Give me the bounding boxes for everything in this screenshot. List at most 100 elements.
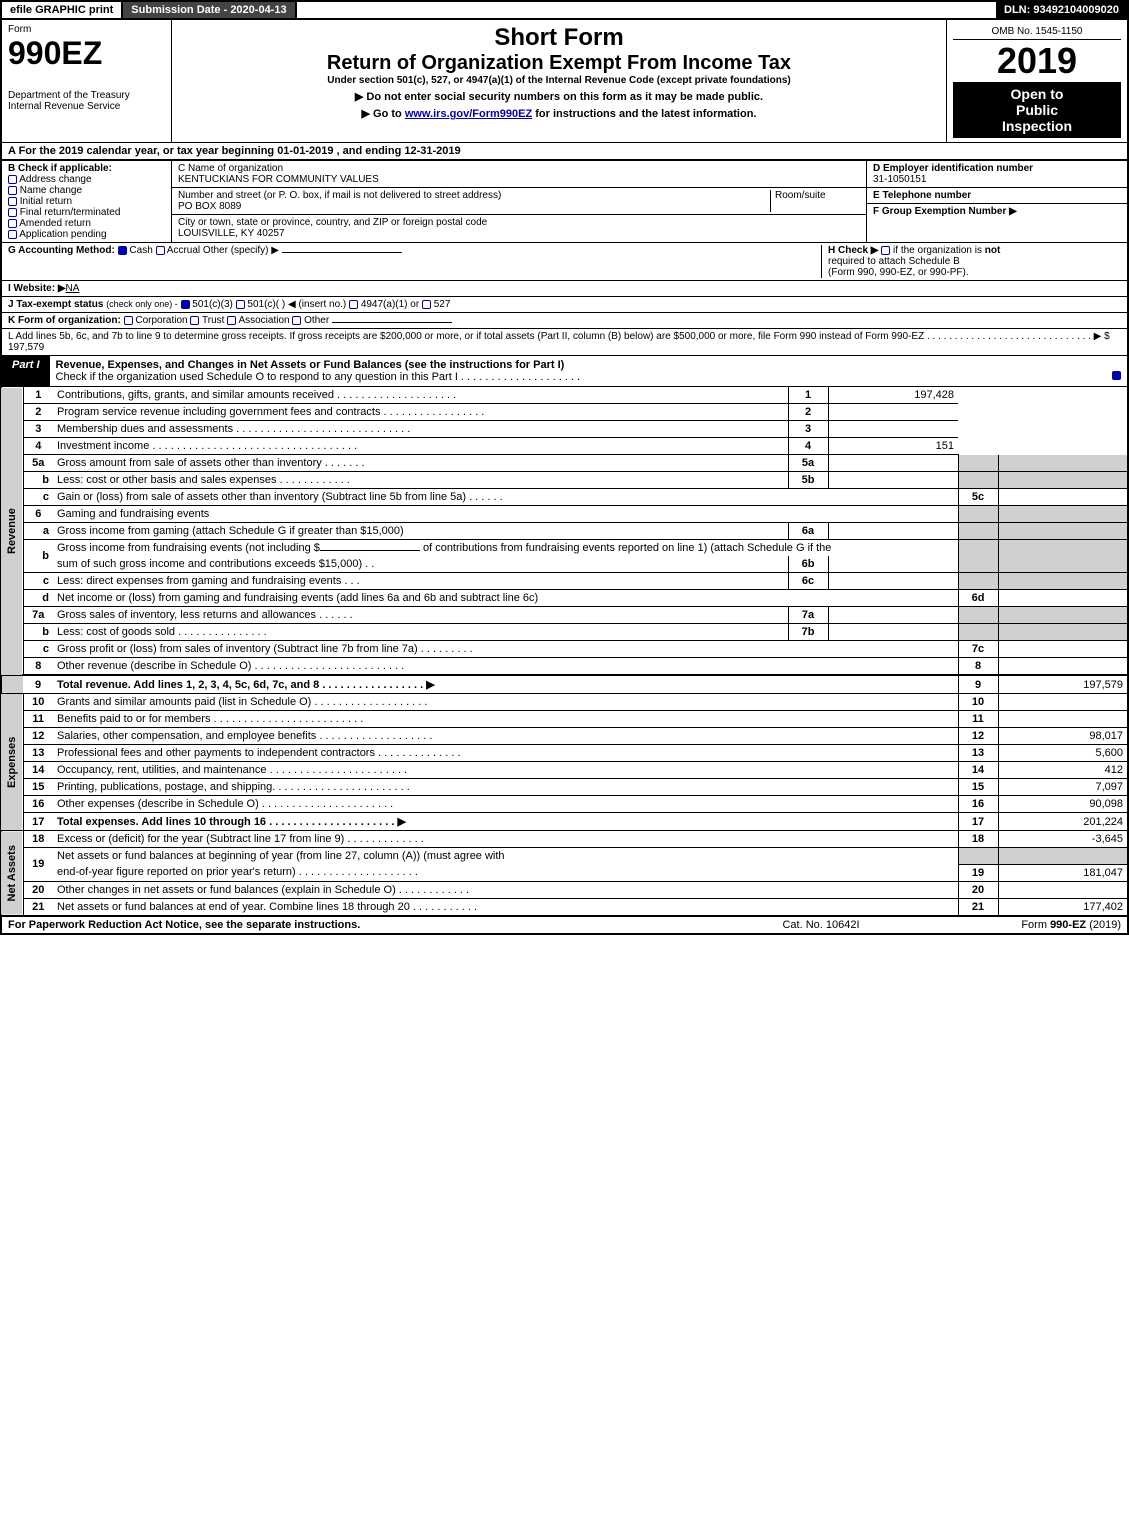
opt-association: Association [238, 315, 289, 326]
chk-corporation[interactable] [124, 316, 133, 325]
ln16-desc: Other expenses (describe in Schedule O) … [53, 796, 958, 813]
ln6b-val [828, 556, 958, 573]
opt-trust: Trust [202, 315, 224, 326]
chk-accrual[interactable] [156, 246, 165, 255]
submission-date: Submission Date - 2020-04-13 [123, 2, 296, 18]
other-org-line[interactable] [332, 322, 452, 323]
ln17-num: 17 [23, 813, 53, 831]
ln5c-desc: Gain or (loss) from sale of assets other… [53, 489, 958, 506]
ln18-desc: Excess or (deficit) for the year (Subtra… [53, 831, 958, 848]
ln12-amt: 98,017 [998, 728, 1128, 745]
irs-link[interactable]: www.irs.gov/Form990EZ [405, 108, 532, 120]
line-5a: 5aGross amount from sale of assets other… [1, 455, 1128, 472]
ln6c-ib: 6c [788, 573, 828, 590]
line-19b: end-of-year figure reported on prior yea… [1, 864, 1128, 881]
chk-527[interactable] [422, 300, 431, 309]
ln7b-desc: Less: cost of goods sold . . . . . . . .… [53, 624, 788, 641]
opt-4947: 4947(a)(1) or [361, 299, 419, 310]
opt-cash: Cash [129, 245, 152, 256]
ln8-desc: Other revenue (describe in Schedule O) .… [53, 658, 958, 676]
ln6a-ib: 6a [788, 523, 828, 540]
j-small: (check only one) - [106, 299, 178, 309]
ln17-box: 17 [958, 813, 998, 831]
ln6-amtgrey [998, 506, 1128, 523]
ln6b-blank[interactable] [320, 550, 420, 551]
line-9: 9Total revenue. Add lines 1, 2, 3, 4, 5c… [1, 675, 1128, 694]
ln7b-val [828, 624, 958, 641]
entity-info-grid: B Check if applicable: Address change Na… [0, 161, 1129, 243]
chk-final-return[interactable] [8, 208, 17, 217]
row-k-form-org: K Form of organization: Corporation Trus… [0, 313, 1129, 329]
chk-schedule-o[interactable] [1112, 371, 1121, 380]
ln15-box: 15 [958, 779, 998, 796]
line-1: Revenue 1Contributions, gifts, grants, a… [1, 387, 1128, 404]
ln7b-amtgrey [998, 624, 1128, 641]
opt-address-change: Address change [19, 174, 91, 185]
g-label: G Accounting Method: [8, 245, 115, 256]
ln18-amt: -3,645 [998, 831, 1128, 848]
ln7c-box: 7c [958, 641, 998, 658]
h-not: not [985, 245, 1001, 256]
line-6b: bGross income from fundraising events (n… [1, 540, 1128, 557]
street-address: PO BOX 8089 [178, 201, 241, 212]
ln2-desc: Program service revenue including govern… [53, 404, 788, 421]
ln6a-num: a [23, 523, 53, 540]
ln19-num: 19 [23, 848, 53, 882]
ln16-box: 16 [958, 796, 998, 813]
chk-other-org[interactable] [292, 316, 301, 325]
section-b: B Check if applicable: Address change Na… [2, 161, 172, 242]
goto-post: for instructions and the latest informat… [532, 108, 756, 120]
chk-amended-return[interactable] [8, 219, 17, 228]
form-word: Form [8, 24, 165, 35]
form-ref: Form 990-EZ (2019) [921, 919, 1121, 931]
other-specify-line[interactable] [282, 252, 402, 253]
room-suite-label: Room/suite [770, 190, 860, 212]
chk-cash[interactable] [118, 246, 127, 255]
side-net-assets: Net Assets [1, 831, 23, 916]
chk-501c3[interactable] [181, 300, 190, 309]
ln21-box: 21 [958, 898, 998, 915]
chk-h[interactable] [881, 246, 890, 255]
ln6c-num: c [23, 573, 53, 590]
ln5a-boxgrey [958, 455, 998, 472]
chk-association[interactable] [227, 316, 236, 325]
ln6d-desc: Net income or (loss) from gaming and fun… [53, 590, 958, 607]
line-8: 8Other revenue (describe in Schedule O) … [1, 658, 1128, 676]
line-10: Expenses 10Grants and similar amounts pa… [1, 694, 1128, 711]
chk-name-change[interactable] [8, 186, 17, 195]
chk-initial-return[interactable] [8, 197, 17, 206]
ln7a-amtgrey [998, 607, 1128, 624]
ln14-desc: Occupancy, rent, utilities, and maintena… [53, 762, 958, 779]
chk-4947[interactable] [349, 300, 358, 309]
ln6b-boxgrey [958, 540, 998, 573]
line-17: 17Total expenses. Add lines 10 through 1… [1, 813, 1128, 831]
ln6a-boxgrey [958, 523, 998, 540]
ln9-box: 9 [958, 675, 998, 694]
ln5a-val [828, 455, 958, 472]
chk-application-pending[interactable] [8, 230, 17, 239]
cat-no: Cat. No. 10642I [721, 919, 921, 931]
ln1-amt: 197,428 [828, 387, 958, 404]
efile-label[interactable]: efile GRAPHIC print [2, 2, 123, 18]
opt-other-org: Other [304, 315, 329, 326]
ln4-num: 4 [23, 438, 53, 455]
l-text: L Add lines 5b, 6c, and 7b to line 9 to … [8, 331, 1101, 342]
chk-501c[interactable] [236, 300, 245, 309]
c-label: C Name of organization [178, 163, 283, 174]
opt-corporation: Corporation [135, 315, 187, 326]
ln4-box: 4 [788, 438, 828, 455]
chk-trust[interactable] [190, 316, 199, 325]
line-11: 11Benefits paid to or for members . . . … [1, 711, 1128, 728]
chk-address-change[interactable] [8, 175, 17, 184]
line-14: 14Occupancy, rent, utilities, and mainte… [1, 762, 1128, 779]
side-revenue: Revenue [1, 387, 23, 675]
ln6-boxgrey [958, 506, 998, 523]
ln7b-boxgrey [958, 624, 998, 641]
line-16: 16Other expenses (describe in Schedule O… [1, 796, 1128, 813]
opt-final-return: Final return/terminated [20, 207, 121, 218]
website-value: NA [66, 283, 80, 294]
opt-application-pending: Application pending [19, 229, 106, 240]
ein: 31-1050151 [873, 174, 926, 185]
line-2: 2Program service revenue including gover… [1, 404, 1128, 421]
tax-year: 2019 [953, 40, 1121, 82]
